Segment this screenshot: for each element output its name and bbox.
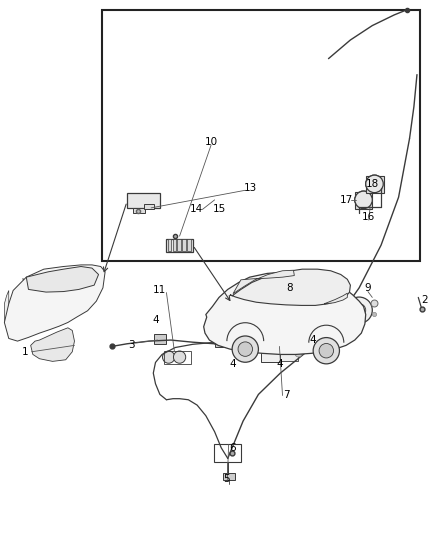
Bar [133,208,145,213]
Bar [366,176,384,193]
Text: 10: 10 [205,138,218,147]
Bar [280,351,298,361]
Text: 4: 4 [309,335,316,344]
Circle shape [232,336,258,362]
Circle shape [327,304,343,319]
Circle shape [366,175,383,192]
Bar [223,473,235,480]
Circle shape [305,306,321,323]
Text: 17: 17 [339,196,353,205]
Circle shape [319,343,334,358]
Bar [182,239,186,251]
Circle shape [173,351,186,364]
Circle shape [238,342,252,357]
Text: 1: 1 [22,347,29,357]
Text: 11: 11 [153,286,166,295]
Bar [261,301,331,349]
Text: 5: 5 [223,474,230,483]
Bar [215,337,227,347]
Circle shape [162,351,175,364]
Bar [164,351,191,364]
Bar [355,192,372,209]
Text: 9: 9 [364,283,371,293]
Text: 2: 2 [421,295,428,305]
Text: 4: 4 [152,315,159,325]
Text: 13: 13 [244,183,257,192]
Polygon shape [233,270,294,294]
Polygon shape [31,328,74,361]
Bar [127,193,160,208]
Polygon shape [230,269,350,305]
Bar [50,280,77,288]
Bar [245,312,257,322]
Bar [277,341,288,349]
Bar [50,277,61,287]
Bar [214,444,241,462]
Bar [102,10,420,261]
Circle shape [366,175,383,192]
Polygon shape [4,265,105,341]
Text: 8: 8 [286,283,293,293]
Polygon shape [4,290,9,322]
Bar [261,349,280,362]
Circle shape [370,180,379,188]
Circle shape [346,297,372,324]
Bar [154,334,166,344]
Bar [37,280,48,289]
Polygon shape [324,293,347,304]
Bar [64,276,74,286]
Polygon shape [26,266,99,292]
Text: 4: 4 [230,359,237,368]
Text: 4: 4 [276,359,283,368]
Circle shape [297,298,330,331]
Text: 6: 6 [229,443,236,453]
Text: 7: 7 [283,391,290,400]
Text: 18: 18 [366,179,379,189]
Bar [272,325,284,334]
Bar [177,239,181,251]
Circle shape [353,304,366,317]
Text: 14: 14 [190,205,203,214]
Circle shape [355,191,372,208]
Bar [166,239,193,252]
Bar [77,275,88,285]
Bar [30,276,43,288]
Text: 3: 3 [128,341,135,350]
Bar [144,204,154,209]
Circle shape [320,296,350,327]
Circle shape [313,337,339,364]
Circle shape [264,323,275,335]
Circle shape [257,317,282,341]
Polygon shape [204,272,366,354]
Circle shape [359,196,368,204]
Circle shape [355,191,372,208]
Text: 15: 15 [213,205,226,214]
Bar [168,239,171,251]
Text: 16: 16 [362,213,375,222]
Bar [297,338,308,348]
Bar [173,239,176,251]
Bar [187,239,191,251]
